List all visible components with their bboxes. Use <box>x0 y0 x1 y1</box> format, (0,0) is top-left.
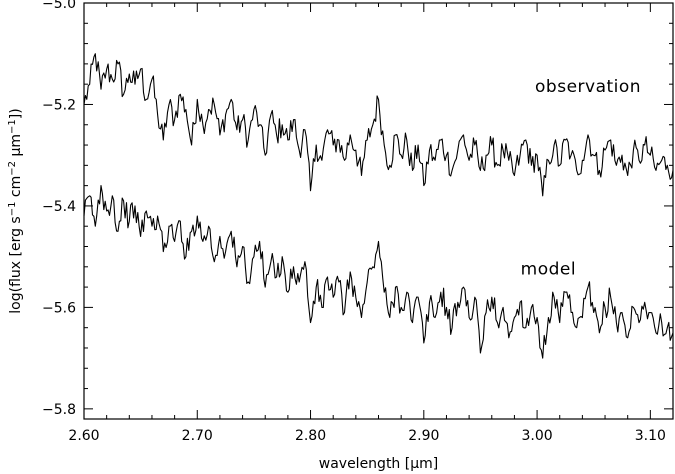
y-tick-label: −5.2 <box>42 97 76 113</box>
ylabel-text: ]) <box>8 108 24 119</box>
ylabel-text: cm <box>8 176 24 202</box>
x-tick-label: 3.00 <box>521 428 552 444</box>
series-lines <box>83 53 674 359</box>
ylabel-text: log(flux [erg s <box>8 216 24 313</box>
y-axis-title: log(flux [erg s−1 cm−2 μm−1]) <box>7 108 25 313</box>
y-tick-label: −5.0 <box>42 0 76 12</box>
x-axis-title: wavelength [μm] <box>319 456 438 472</box>
series-label-observation: observation <box>535 77 641 97</box>
series-line-model <box>83 185 674 359</box>
ylabel-superscript: −1 <box>7 119 18 134</box>
ylabel-superscript: −1 <box>7 202 18 217</box>
series-labels: observation model <box>521 77 641 280</box>
x-tick-label: 2.70 <box>182 428 213 444</box>
x-tick-label: 2.90 <box>408 428 439 444</box>
x-tick-label: 2.60 <box>68 428 99 444</box>
y-axis-ticks: −5.0 −5.2 −5.4 −5.6 −5.8 <box>42 0 673 418</box>
y-tick-label: −5.6 <box>42 300 76 316</box>
y-tick-label: −5.8 <box>42 402 76 418</box>
x-axis-ticks: 2.60 2.70 2.80 2.90 3.00 3.10 <box>68 3 674 444</box>
x-tick-label: 3.10 <box>635 428 666 444</box>
series-label-model: model <box>521 259 576 279</box>
x-tick-label: 2.80 <box>295 428 326 444</box>
y-tick-label: −5.4 <box>42 199 76 215</box>
series-line-observation <box>83 53 674 197</box>
ylabel-text: μm <box>8 134 24 161</box>
plot-frame <box>83 2 674 420</box>
ylabel-superscript: −2 <box>7 161 18 176</box>
